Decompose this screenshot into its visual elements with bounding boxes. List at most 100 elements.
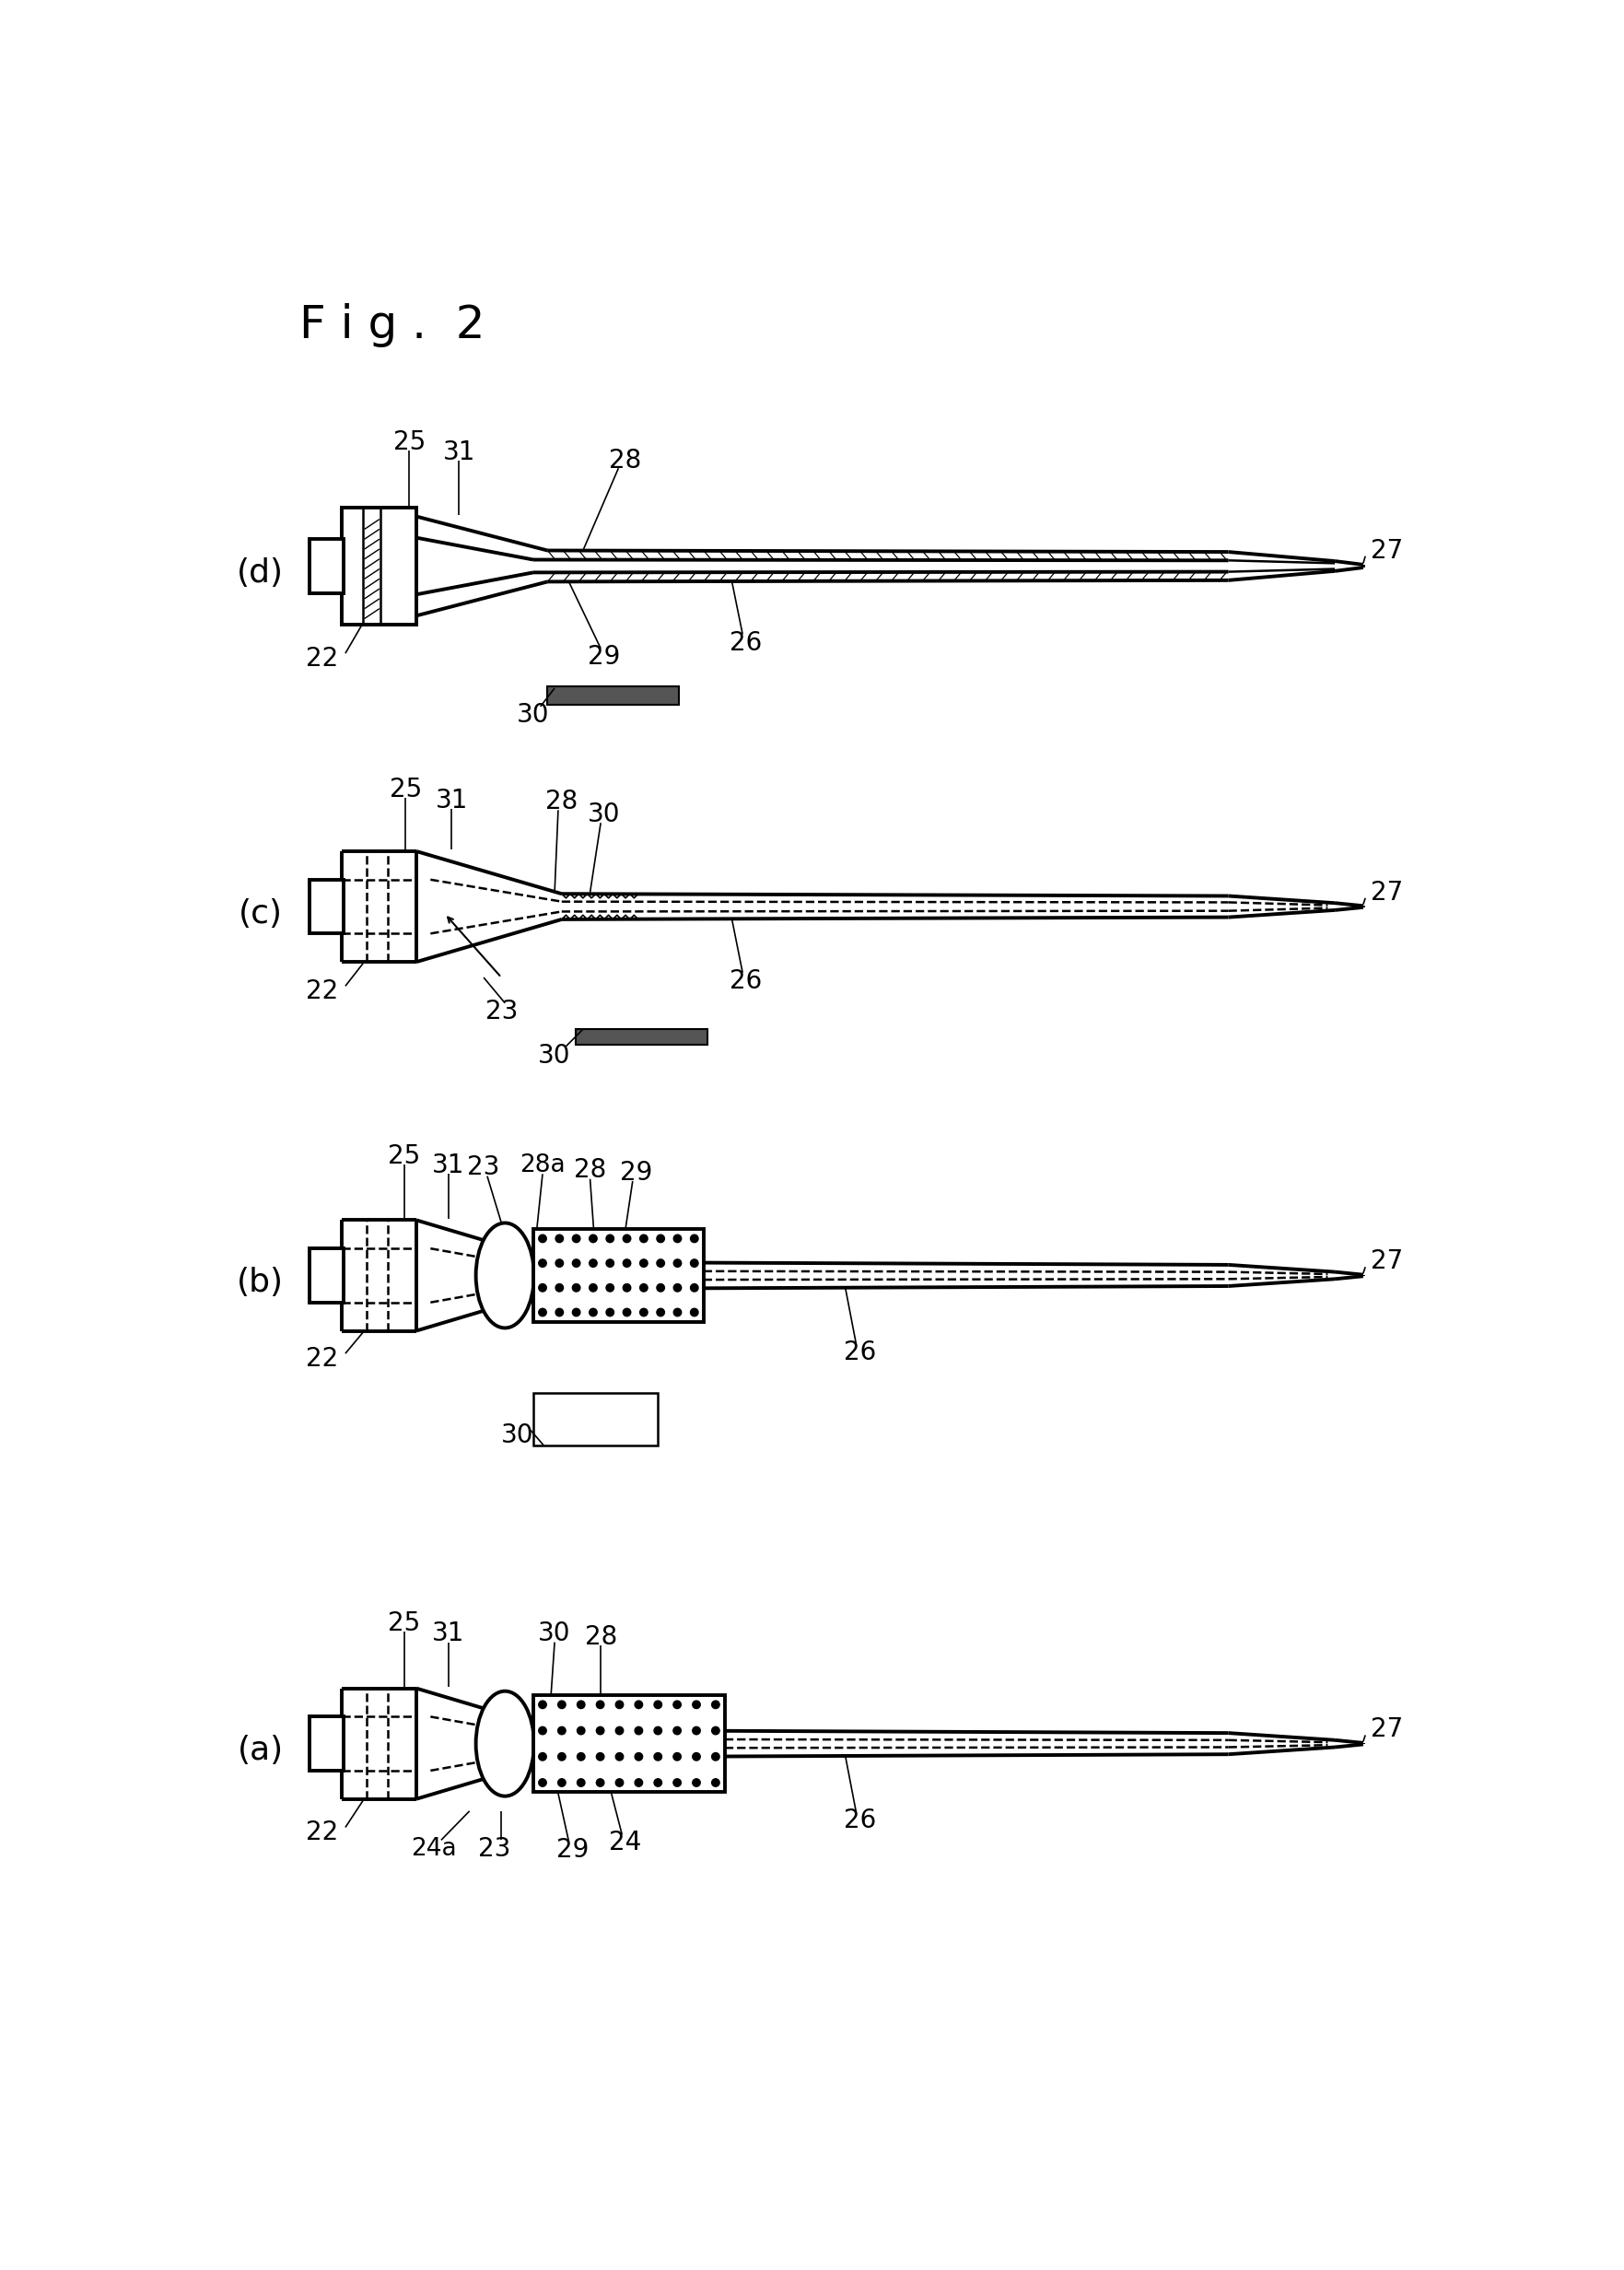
Circle shape bbox=[656, 1308, 664, 1317]
Text: 30: 30 bbox=[516, 701, 549, 729]
Circle shape bbox=[572, 1308, 580, 1317]
Text: 22: 22 bbox=[305, 1821, 338, 1846]
Bar bbox=[577, 1028, 706, 1044]
Ellipse shape bbox=[476, 1224, 534, 1328]
Text: 31: 31 bbox=[443, 440, 476, 465]
Circle shape bbox=[640, 1308, 648, 1317]
Circle shape bbox=[590, 1235, 598, 1242]
Text: 27: 27 bbox=[1371, 1248, 1403, 1273]
Bar bbox=[310, 1248, 344, 1303]
Text: 31: 31 bbox=[435, 788, 468, 813]
Circle shape bbox=[711, 1780, 719, 1786]
Circle shape bbox=[635, 1700, 643, 1709]
Text: F i g .  2: F i g . 2 bbox=[299, 302, 486, 347]
Text: 28: 28 bbox=[609, 447, 641, 474]
Text: 28: 28 bbox=[585, 1625, 617, 1650]
Circle shape bbox=[656, 1260, 664, 1267]
Text: 23: 23 bbox=[468, 1155, 500, 1180]
Circle shape bbox=[711, 1700, 719, 1709]
Text: 30: 30 bbox=[538, 1042, 572, 1069]
Circle shape bbox=[572, 1285, 580, 1292]
Text: 25: 25 bbox=[388, 1144, 421, 1169]
Text: 28: 28 bbox=[573, 1158, 606, 1183]
Bar bbox=[533, 1392, 658, 1446]
Text: 22: 22 bbox=[305, 1346, 338, 1371]
Circle shape bbox=[559, 1700, 565, 1709]
Bar bbox=[533, 1696, 724, 1791]
Text: 30: 30 bbox=[502, 1423, 534, 1448]
Text: 29: 29 bbox=[620, 1160, 653, 1185]
Circle shape bbox=[590, 1285, 598, 1292]
Circle shape bbox=[596, 1752, 604, 1762]
Circle shape bbox=[555, 1308, 564, 1317]
Circle shape bbox=[577, 1780, 585, 1786]
Circle shape bbox=[606, 1285, 614, 1292]
Circle shape bbox=[640, 1235, 648, 1242]
Circle shape bbox=[674, 1752, 680, 1762]
Circle shape bbox=[577, 1752, 585, 1762]
Bar bbox=[310, 1716, 344, 1771]
Text: 31: 31 bbox=[432, 1153, 464, 1178]
Text: (a): (a) bbox=[237, 1734, 283, 1766]
Circle shape bbox=[674, 1260, 682, 1267]
Circle shape bbox=[624, 1235, 630, 1242]
Circle shape bbox=[615, 1700, 624, 1709]
Text: 22: 22 bbox=[305, 978, 338, 1006]
Circle shape bbox=[615, 1727, 624, 1734]
Circle shape bbox=[539, 1308, 546, 1317]
Circle shape bbox=[640, 1285, 648, 1292]
Circle shape bbox=[572, 1260, 580, 1267]
Text: 29: 29 bbox=[555, 1836, 588, 1864]
Text: 31: 31 bbox=[432, 1621, 464, 1646]
Bar bbox=[547, 686, 679, 704]
Circle shape bbox=[654, 1752, 663, 1762]
Circle shape bbox=[635, 1752, 643, 1762]
Circle shape bbox=[692, 1727, 700, 1734]
Bar bbox=[341, 508, 416, 624]
Bar bbox=[341, 508, 416, 624]
Text: 23: 23 bbox=[477, 1836, 510, 1861]
Circle shape bbox=[539, 1285, 546, 1292]
Circle shape bbox=[690, 1235, 698, 1242]
Circle shape bbox=[539, 1752, 546, 1762]
Circle shape bbox=[577, 1700, 585, 1709]
Text: 30: 30 bbox=[538, 1621, 572, 1646]
Text: 26: 26 bbox=[729, 969, 762, 994]
Circle shape bbox=[572, 1235, 580, 1242]
Circle shape bbox=[559, 1727, 565, 1734]
Text: 28a: 28a bbox=[520, 1153, 565, 1178]
Circle shape bbox=[656, 1235, 664, 1242]
Circle shape bbox=[590, 1260, 598, 1267]
Ellipse shape bbox=[476, 1691, 534, 1796]
Circle shape bbox=[590, 1308, 598, 1317]
Text: 25: 25 bbox=[393, 429, 425, 454]
Text: 25: 25 bbox=[390, 776, 422, 801]
Circle shape bbox=[711, 1727, 719, 1734]
Text: 25: 25 bbox=[388, 1609, 421, 1637]
Text: 23: 23 bbox=[486, 999, 518, 1024]
Circle shape bbox=[635, 1727, 643, 1734]
Text: (c): (c) bbox=[239, 899, 283, 928]
Circle shape bbox=[539, 1727, 546, 1734]
Text: 29: 29 bbox=[588, 645, 620, 670]
Circle shape bbox=[555, 1235, 564, 1242]
Circle shape bbox=[674, 1780, 680, 1786]
Circle shape bbox=[635, 1780, 643, 1786]
Text: 27: 27 bbox=[1371, 1716, 1403, 1743]
Text: 28: 28 bbox=[546, 788, 578, 815]
Bar bbox=[533, 1230, 703, 1321]
Text: 27: 27 bbox=[1371, 878, 1403, 906]
Circle shape bbox=[692, 1752, 700, 1762]
Circle shape bbox=[654, 1780, 663, 1786]
Circle shape bbox=[654, 1700, 663, 1709]
Circle shape bbox=[674, 1727, 680, 1734]
Text: 30: 30 bbox=[588, 801, 620, 826]
Circle shape bbox=[711, 1752, 719, 1762]
Circle shape bbox=[690, 1308, 698, 1317]
Text: (b): (b) bbox=[237, 1267, 284, 1298]
Circle shape bbox=[640, 1260, 648, 1267]
Circle shape bbox=[606, 1235, 614, 1242]
Circle shape bbox=[674, 1308, 682, 1317]
Circle shape bbox=[559, 1780, 565, 1786]
Bar bbox=[310, 878, 344, 933]
